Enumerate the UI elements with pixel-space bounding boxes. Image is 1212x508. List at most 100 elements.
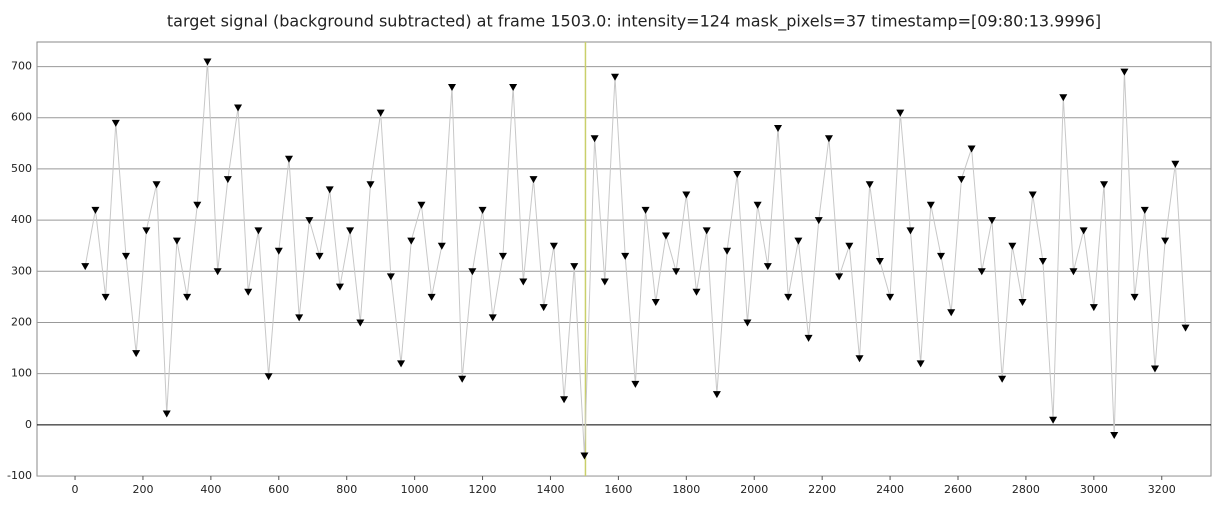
point-marker — [284, 155, 293, 163]
point-marker — [1079, 227, 1088, 235]
point-marker — [794, 237, 803, 245]
point-marker — [621, 252, 630, 260]
point-marker — [702, 227, 711, 235]
y-tick-label: 700 — [11, 60, 32, 73]
point-marker — [386, 273, 395, 281]
point-marker — [417, 201, 426, 209]
point-marker — [774, 124, 783, 132]
point-marker — [641, 206, 650, 214]
y-tick-label: 400 — [11, 213, 32, 226]
x-tick-label: 1800 — [672, 483, 700, 496]
point-marker — [274, 247, 283, 255]
point-marker — [488, 314, 497, 322]
point-marker — [1089, 304, 1098, 312]
point-marker — [172, 237, 181, 245]
point-marker — [926, 201, 935, 209]
point-marker — [712, 391, 721, 399]
x-tick-label: 800 — [336, 483, 357, 496]
point-marker — [1028, 191, 1037, 199]
point-marker — [437, 242, 446, 250]
point-marker — [498, 252, 507, 260]
y-tick-label: -100 — [7, 469, 32, 482]
point-marker — [1059, 94, 1068, 102]
point-marker — [335, 283, 344, 291]
point-marker — [152, 181, 161, 189]
point-marker — [723, 247, 732, 255]
point-marker — [1100, 181, 1109, 189]
point-marker — [468, 268, 477, 276]
point-marker — [397, 360, 406, 368]
plot-area — [37, 42, 1211, 476]
series-line — [84, 61, 1187, 456]
point-marker — [1120, 68, 1129, 76]
point-marker — [855, 355, 864, 363]
point-marker — [111, 119, 120, 127]
x-tick-label: 2400 — [876, 483, 904, 496]
point-marker — [937, 252, 946, 260]
point-marker — [886, 293, 895, 301]
point-marker — [81, 263, 90, 271]
point-marker — [835, 273, 844, 281]
point-marker — [325, 186, 334, 194]
point-marker — [234, 104, 243, 112]
y-tick-label: 0 — [25, 418, 32, 431]
point-marker — [580, 452, 589, 460]
x-tick-label: 0 — [72, 483, 79, 496]
point-marker — [1008, 242, 1017, 250]
point-marker — [560, 396, 569, 404]
point-marker — [264, 373, 273, 381]
point-marker — [611, 73, 620, 81]
point-marker — [631, 380, 640, 388]
point-marker — [845, 242, 854, 250]
point-marker — [896, 109, 905, 117]
point-marker — [1181, 324, 1190, 332]
point-marker — [458, 375, 467, 383]
plot-frame — [36, 41, 1212, 477]
point-marker — [1161, 237, 1170, 245]
x-tick-label: 200 — [132, 483, 153, 496]
y-tick-label: 500 — [11, 162, 32, 175]
point-marker — [356, 319, 365, 327]
point-marker — [183, 293, 192, 301]
point-marker — [1069, 268, 1078, 276]
point-marker — [1150, 365, 1159, 373]
x-tick-label: 400 — [200, 483, 221, 496]
point-marker — [193, 201, 202, 209]
point-marker — [1049, 416, 1058, 424]
point-marker — [447, 84, 456, 92]
point-marker — [366, 181, 375, 189]
x-tick-label: 2800 — [1012, 483, 1040, 496]
point-marker — [162, 410, 171, 418]
point-marker — [1018, 298, 1027, 306]
point-marker — [121, 252, 130, 260]
point-marker — [478, 206, 487, 214]
point-marker — [254, 227, 263, 235]
x-tick-label: 3200 — [1148, 483, 1176, 496]
point-marker — [824, 135, 833, 143]
x-tick-label: 2000 — [740, 483, 768, 496]
point-marker — [977, 268, 986, 276]
point-marker — [1038, 258, 1047, 266]
point-marker — [142, 227, 151, 235]
point-marker — [784, 293, 793, 301]
point-marker — [987, 217, 996, 225]
point-marker — [1110, 432, 1119, 440]
point-marker — [672, 268, 681, 276]
point-marker — [733, 171, 742, 179]
x-tick-label: 2200 — [808, 483, 836, 496]
point-marker — [549, 242, 558, 250]
point-marker — [427, 293, 436, 301]
point-marker — [519, 278, 528, 286]
point-marker — [407, 237, 416, 245]
point-marker — [376, 109, 385, 117]
point-marker — [346, 227, 355, 235]
point-marker — [875, 258, 884, 266]
point-marker — [682, 191, 691, 199]
point-marker — [661, 232, 670, 240]
point-marker — [315, 252, 324, 260]
x-tick-label: 1600 — [604, 483, 632, 496]
point-marker — [743, 319, 752, 327]
y-tick-label: 300 — [11, 264, 32, 277]
point-marker — [244, 288, 253, 296]
x-tick-label: 1400 — [536, 483, 564, 496]
